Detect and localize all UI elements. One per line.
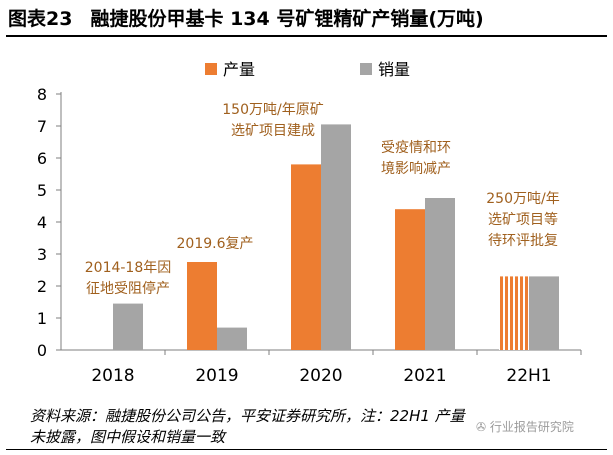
y-tick-label: 2 bbox=[37, 277, 47, 296]
figure-number: 图表23 bbox=[8, 8, 73, 30]
x-tick-label: 22H1 bbox=[506, 366, 551, 386]
source-note: 资料来源：融捷股份公司公告，平安证券研究所，注：22H1 产量 未披露，图中假设… bbox=[30, 406, 465, 448]
annotation-22H1: 选矿项目等 bbox=[488, 211, 558, 228]
bar-产量-2019 bbox=[187, 262, 217, 350]
legend-label: 产量 bbox=[223, 60, 255, 79]
y-tick-label: 5 bbox=[37, 181, 47, 200]
annotation-2021: 受疫情和环 bbox=[381, 140, 451, 156]
annotation-22H1: 待环评批复 bbox=[488, 232, 558, 249]
annotation-2020: 150万吨/年原矿 bbox=[222, 102, 323, 118]
y-tick-label: 0 bbox=[37, 341, 47, 360]
legend-swatch-产量 bbox=[205, 63, 217, 75]
bar-销量-2020 bbox=[321, 124, 351, 351]
source-line-2: 未披露，图中假设和销量一致 bbox=[30, 428, 226, 446]
wechat-icon: ✇ bbox=[476, 420, 487, 434]
annotation-2018: 2014-18年因 bbox=[85, 260, 172, 276]
annotation-2018: 征地受阻停产 bbox=[86, 280, 170, 297]
title-divider bbox=[6, 35, 607, 37]
y-tick-label: 8 bbox=[37, 85, 47, 104]
bar-chart: 0 1 2 3 4 5 6 7 8 2018 2019 2020 2021 22H1 产量 销量 2014-18… bbox=[37, 60, 582, 386]
y-tick-label: 7 bbox=[37, 117, 47, 136]
x-tick-label: 2020 bbox=[299, 366, 342, 386]
bar-销量-2018 bbox=[113, 303, 143, 350]
bar-销量-2021 bbox=[425, 198, 455, 350]
bar-销量-2019 bbox=[217, 327, 247, 350]
annotation-2020: 选矿项目建成 bbox=[231, 123, 315, 139]
y-tick-label: 3 bbox=[37, 245, 47, 264]
y-tick-label: 4 bbox=[37, 213, 47, 232]
annotation-22H1: 250万吨/年 bbox=[486, 191, 559, 207]
figure-title: 图表23 融捷股份甲基卡 134 号矿锂精矿产销量(万吨) bbox=[8, 4, 484, 31]
y-tick-label: 1 bbox=[37, 309, 47, 328]
bar-产量-22H1 bbox=[499, 276, 529, 350]
bottom-divider bbox=[6, 449, 607, 450]
figure-title-text: 融捷股份甲基卡 134 号矿锂精矿产销量(万吨) bbox=[90, 8, 484, 30]
bar-销量-22H1 bbox=[529, 276, 559, 350]
bar-产量-2020 bbox=[291, 164, 321, 350]
x-tick-label: 2019 bbox=[195, 366, 238, 386]
annotation-2021: 境影响减产 bbox=[381, 161, 451, 177]
bar-产量-2021 bbox=[395, 209, 425, 350]
x-tick-label: 2018 bbox=[91, 366, 134, 386]
annotation-2019: 2019.6复产 bbox=[177, 235, 254, 252]
watermark: ✇ 行业报告研究院 bbox=[476, 418, 574, 435]
source-line-1: 资料来源：融捷股份公司公告，平安证券研究所，注：22H1 产量 bbox=[30, 407, 465, 425]
x-tick-label: 2021 bbox=[403, 366, 446, 386]
legend-label: 销量 bbox=[378, 60, 410, 79]
legend-swatch-销量 bbox=[360, 63, 372, 75]
y-tick-label: 6 bbox=[37, 149, 47, 168]
watermark-text: 行业报告研究院 bbox=[489, 420, 574, 434]
